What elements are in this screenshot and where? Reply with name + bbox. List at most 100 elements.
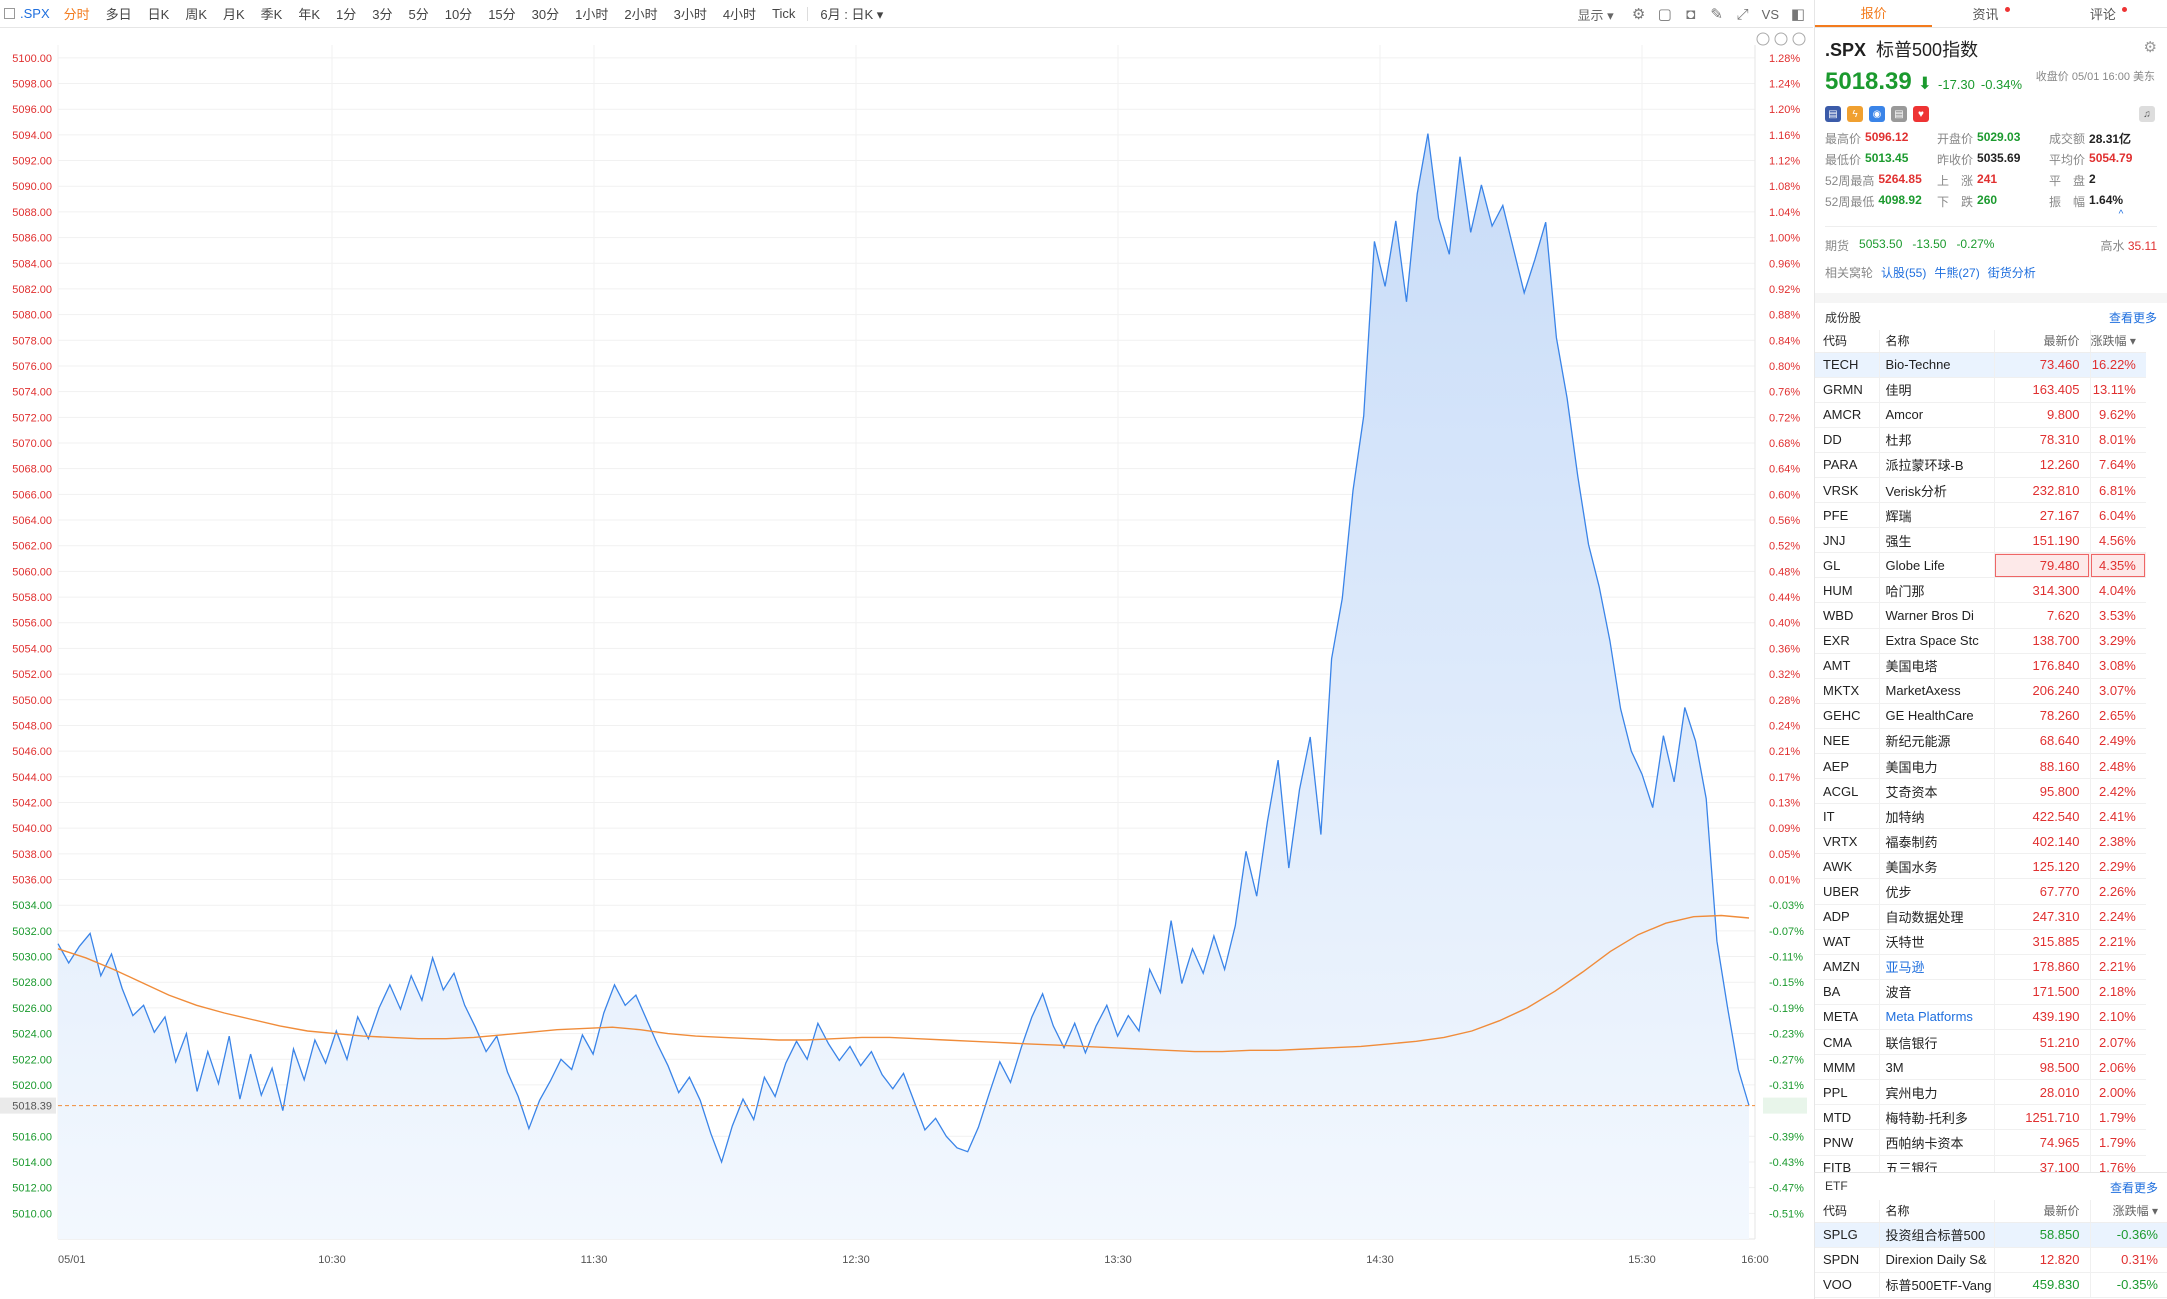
table-row[interactable]: DD 杜邦 78.310 8.01% xyxy=(1815,427,2146,453)
table-row[interactable]: TECH Bio-Techne 73.460 16.22% xyxy=(1815,352,2146,378)
period-tab[interactable]: 10分 xyxy=(444,7,473,22)
table-row[interactable]: WAT 沃特世 315.885 2.21% xyxy=(1815,929,2146,955)
panel-tab[interactable]: 评论 xyxy=(2050,0,2167,27)
column-header[interactable]: 代码 xyxy=(1815,1200,1879,1223)
vs-button[interactable]: VS xyxy=(1761,6,1779,22)
period-tab[interactable]: 15分 xyxy=(488,7,516,22)
table-cell: GE HealthCare xyxy=(1878,703,1994,729)
period-tab[interactable]: 多日 xyxy=(105,7,132,22)
table-cell: 171.500 xyxy=(1993,979,2090,1005)
table-row[interactable]: ADP 自动数据处理 247.310 2.24% xyxy=(1815,904,2146,930)
table-row[interactable]: MMM 3M 98.500 2.06% xyxy=(1815,1054,2146,1081)
column-header[interactable]: 代码 xyxy=(1815,330,1879,353)
lightning-icon[interactable]: ϟ xyxy=(1847,106,1863,122)
table-row[interactable]: BA 波音 171.500 2.18% xyxy=(1815,979,2146,1005)
table-row[interactable]: AMCR Amcor 9.800 9.62% xyxy=(1815,402,2146,428)
undo-icon[interactable] xyxy=(1756,32,1770,46)
table-row[interactable]: IT 加特纳 422.540 2.41% xyxy=(1815,803,2146,830)
table-cell: 2.29% xyxy=(2089,853,2146,880)
zoom-in-icon[interactable] xyxy=(1792,32,1806,46)
period-tab[interactable]: 6月 : 日K ▾ xyxy=(820,7,884,22)
table-row[interactable]: JNJ 强生 151.190 4.56% xyxy=(1815,527,2146,554)
collapse-caret-icon[interactable]: ^ xyxy=(2118,209,2124,220)
panel-tab[interactable]: 报价 xyxy=(1815,0,1933,27)
etf-more-link[interactable]: 查看更多 xyxy=(2109,1181,2158,1195)
table-row[interactable]: MTD 梅特勒-托利多 1251.710 1.79% xyxy=(1815,1104,2146,1131)
table-row[interactable]: AMT 美国电塔 176.840 3.08% xyxy=(1815,653,2146,679)
table-row[interactable]: VRSK Verisk分析 232.810 6.81% xyxy=(1815,477,2146,504)
table-cell: 12.820 xyxy=(1993,1247,2090,1273)
table-row[interactable]: WBD Warner Bros Di 7.620 3.53% xyxy=(1815,602,2146,629)
period-tab[interactable]: Tick xyxy=(772,6,796,21)
related-link[interactable]: 认股(55) xyxy=(1881,266,1927,280)
table-row[interactable]: PNW 西帕纳卡资本 74.965 1.79% xyxy=(1815,1129,2146,1156)
column-header[interactable]: 名称 xyxy=(1878,1200,1994,1223)
sidebar-toggle-icon[interactable]: ◧ xyxy=(1790,6,1806,23)
table-row[interactable]: NEE 新纪元能源 68.640 2.49% xyxy=(1815,728,2146,755)
table-row[interactable]: ACGL 艾奇资本 95.800 2.42% xyxy=(1815,778,2146,805)
table-row[interactable]: VRTX 福泰制药 402.140 2.38% xyxy=(1815,828,2146,855)
period-tab[interactable]: 1小时 xyxy=(575,7,609,22)
table-row[interactable]: PPL 宾州电力 28.010 2.00% xyxy=(1815,1079,2146,1106)
layout-icon[interactable]: ▢ xyxy=(1657,6,1672,23)
table-row[interactable]: PFE 辉瑞 27.167 6.04% xyxy=(1815,502,2146,529)
gear-icon[interactable]: ⚙ xyxy=(2143,39,2157,56)
table-cell: 28.010 xyxy=(1993,1079,2090,1106)
table-cell: 自动数据处理 xyxy=(1878,904,1994,930)
period-tab[interactable]: 30分 xyxy=(531,7,560,22)
table-row[interactable]: GRMN 佳明 163.405 13.11% xyxy=(1815,377,2146,403)
fullscreen-icon[interactable]: ⤢ xyxy=(1736,5,1749,23)
table-row[interactable]: UBER 优步 67.770 2.26% xyxy=(1815,878,2146,905)
period-tab[interactable]: 日K xyxy=(147,7,170,22)
period-tab[interactable]: 3小时 xyxy=(673,7,707,22)
table-row[interactable]: EXR Extra Space Stc 138.700 3.29% xyxy=(1815,628,2146,654)
column-header[interactable]: 涨跌幅 ▾ xyxy=(2089,1200,2167,1223)
table-row[interactable]: META Meta Platforms 439.190 2.10% xyxy=(1815,1004,2146,1031)
column-header[interactable]: 名称 xyxy=(1878,330,1994,353)
table-row[interactable]: GL Globe Life 79.480 4.35% xyxy=(1815,552,2146,579)
table-row[interactable]: MKTX MarketAxess 206.240 3.07% xyxy=(1815,678,2146,704)
table-row[interactable]: PARA 派拉蒙环球-B 12.260 7.64% xyxy=(1815,452,2146,478)
chat-icon[interactable]: ◉ xyxy=(1869,106,1885,122)
table-row[interactable]: AWK 美国水务 125.120 2.29% xyxy=(1815,853,2146,880)
period-tab[interactable]: 5分 xyxy=(408,7,429,22)
table-row[interactable]: AMZN 亚马逊 178.860 2.21% xyxy=(1815,954,2146,980)
camera-icon[interactable]: ◘ xyxy=(1686,5,1696,23)
pencil-icon[interactable]: ✎ xyxy=(1710,6,1723,23)
display-button[interactable]: 显示 ▾ xyxy=(1577,7,1614,23)
period-tab[interactable]: 1分 xyxy=(336,7,357,22)
period-tab[interactable]: 月K xyxy=(223,7,245,22)
bell-icon[interactable]: ♫ xyxy=(2139,106,2155,122)
intraday-chart[interactable]: 5100.00 1.28% 5098.00 1.24% 5096.00 1.20% 5094… xyxy=(0,29,1813,1299)
panel-tab[interactable]: 资讯 xyxy=(1932,0,2049,27)
period-tab[interactable]: 分时 xyxy=(63,7,90,22)
period-tab[interactable]: 季K xyxy=(260,7,283,22)
futures-row[interactable]: 期货 5053.50 -13.50 -0.27% 高水 35.11 xyxy=(1815,233,2167,258)
column-header[interactable]: 涨跌幅 ▾ xyxy=(2089,330,2146,353)
table-row[interactable]: CMA 联信银行 51.210 2.07% xyxy=(1815,1029,2146,1056)
period-tab[interactable]: 4小时 xyxy=(722,7,757,22)
period-tab[interactable]: 3分 xyxy=(372,7,393,22)
column-header[interactable]: 最新价 xyxy=(1993,1200,2090,1223)
column-header[interactable]: 最新价 xyxy=(1993,330,2090,353)
table-cell: AMT xyxy=(1815,653,1879,679)
period-tab[interactable]: 周K xyxy=(185,7,207,22)
document-icon[interactable]: ▤ xyxy=(1891,106,1907,122)
table-row[interactable]: GEHC GE HealthCare 78.260 2.65% xyxy=(1815,703,2146,729)
heart-icon[interactable]: ♥ xyxy=(1913,106,1929,122)
related-link[interactable]: 牛熊(27) xyxy=(1934,266,1980,280)
constituents-more-link[interactable]: 查看更多 xyxy=(2108,311,2157,325)
related-link[interactable]: 街货分析 xyxy=(1987,266,2036,280)
table-row[interactable]: VOO 标普500ETF-Vang 459.830 -0.35% xyxy=(1815,1272,2167,1298)
symbol-selector[interactable]: .SPX xyxy=(0,6,56,21)
table-row[interactable]: HUM 哈门那 314.300 4.04% xyxy=(1815,577,2146,604)
table-row[interactable]: SPLG 投资组合标普500 58.850 -0.36% xyxy=(1815,1222,2167,1248)
zoom-out-icon[interactable] xyxy=(1774,32,1788,46)
y-tick-left: 5060.00 xyxy=(12,566,52,578)
table-row[interactable]: AEP 美国电力 88.160 2.48% xyxy=(1815,753,2146,780)
y-tick-right: -0.03% xyxy=(1769,900,1804,912)
period-tab[interactable]: 2小时 xyxy=(624,7,658,22)
settings-icon[interactable]: ⚙ xyxy=(1631,6,1646,23)
period-tab[interactable]: 年K xyxy=(298,7,321,22)
table-row[interactable]: SPDN Direxion Daily S& 12.820 0.31% xyxy=(1815,1247,2167,1273)
